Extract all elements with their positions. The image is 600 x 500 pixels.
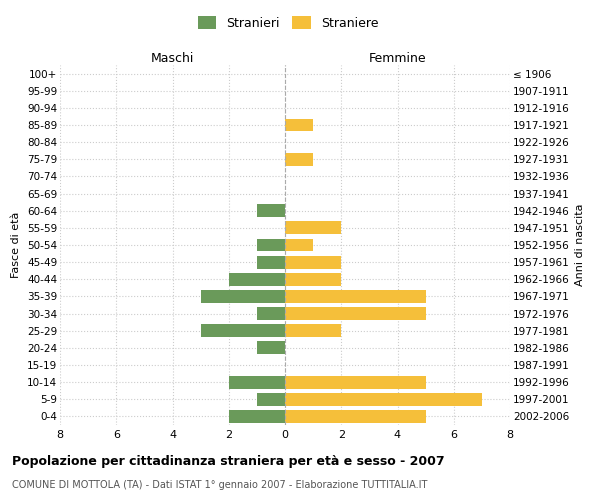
Bar bbox=[285, 290, 425, 303]
Bar bbox=[285, 307, 425, 320]
Bar bbox=[200, 290, 285, 303]
Bar bbox=[285, 410, 425, 423]
Bar bbox=[229, 273, 285, 285]
Bar bbox=[200, 324, 285, 337]
Bar bbox=[257, 307, 285, 320]
Text: Maschi: Maschi bbox=[151, 52, 194, 65]
Bar bbox=[229, 376, 285, 388]
Text: Popolazione per cittadinanza straniera per età e sesso - 2007: Popolazione per cittadinanza straniera p… bbox=[12, 455, 445, 468]
Text: Femmine: Femmine bbox=[368, 52, 427, 65]
Y-axis label: Fasce di età: Fasce di età bbox=[11, 212, 22, 278]
Bar bbox=[285, 238, 313, 252]
Y-axis label: Anni di nascita: Anni di nascita bbox=[575, 204, 585, 286]
Bar bbox=[285, 376, 425, 388]
Bar bbox=[257, 393, 285, 406]
Bar bbox=[285, 393, 482, 406]
Bar bbox=[285, 222, 341, 234]
Bar bbox=[257, 256, 285, 268]
Text: COMUNE DI MOTTOLA (TA) - Dati ISTAT 1° gennaio 2007 - Elaborazione TUTTITALIA.IT: COMUNE DI MOTTOLA (TA) - Dati ISTAT 1° g… bbox=[12, 480, 427, 490]
Bar bbox=[257, 204, 285, 217]
Bar bbox=[285, 153, 313, 166]
Bar bbox=[285, 273, 341, 285]
Bar bbox=[257, 342, 285, 354]
Bar bbox=[257, 238, 285, 252]
Legend: Stranieri, Straniere: Stranieri, Straniere bbox=[193, 11, 383, 35]
Bar bbox=[229, 410, 285, 423]
Bar bbox=[285, 324, 341, 337]
Bar bbox=[285, 256, 341, 268]
Bar bbox=[285, 118, 313, 132]
